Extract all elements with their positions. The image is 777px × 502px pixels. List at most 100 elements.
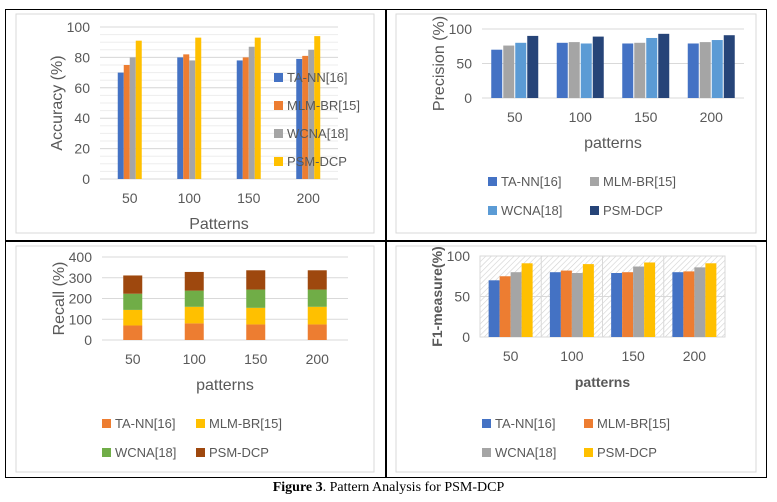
legend-item: WCNA[18]: [102, 445, 176, 460]
bar-wcna-18--100: [189, 60, 196, 179]
x-axis-title: Patterns: [189, 216, 249, 233]
legend-label: WCNA[18]: [287, 126, 348, 141]
legend-label: PSM-DCP: [603, 203, 663, 218]
bar-psm-dcp-50: [123, 275, 143, 294]
x-tick-label: 150: [244, 351, 268, 367]
legend-swatch: [488, 177, 497, 186]
x-tick-label: 150: [634, 109, 658, 125]
bar-wcna-18--150: [246, 289, 266, 308]
caption-text: . Pattern Analysis for PSM-DCP: [322, 480, 505, 495]
legend-item: MLM-BR[15]: [584, 416, 670, 431]
x-tick-label: 150: [621, 348, 645, 364]
bar-ta-nn-16--100: [177, 57, 184, 179]
chart-area-border: [395, 245, 757, 473]
x-tick-label: 100: [560, 348, 584, 364]
chart-area-border: [15, 245, 375, 473]
y-axis-title: Accuracy (%): [49, 55, 66, 150]
bar-ta-nn-16--50: [491, 49, 503, 98]
bar-wcna-18--50: [123, 293, 143, 310]
bar-wcna-18--100: [184, 290, 204, 307]
legend-label: MLM-BR[15]: [209, 416, 282, 431]
bar-wcna-18--150: [646, 37, 658, 98]
legend-label: TA-NN[16]: [501, 174, 561, 189]
bar-ta-nn-16--50: [123, 325, 143, 340]
bar-psm-dcp-200: [705, 263, 717, 337]
y-tick-label: 80: [74, 49, 90, 65]
legend-label: PSM-DCP: [287, 154, 347, 169]
x-tick-label: 50: [507, 109, 523, 125]
bar-wcna-18--200: [307, 289, 327, 307]
x-tick-label: 50: [122, 190, 138, 206]
figure-caption: Figure 3. Pattern Analysis for PSM-DCP: [0, 480, 777, 496]
bar-wcna-18--100: [571, 273, 583, 337]
bar-mlm-br-15--100: [184, 306, 204, 324]
legend-label: PSM-DCP: [209, 445, 269, 460]
bar-ta-nn-16--150: [611, 273, 623, 337]
y-tick-label: 100: [67, 19, 91, 35]
y-axis-title: Precision (%): [431, 16, 448, 111]
legend-item: TA-NN[16]: [488, 174, 561, 189]
x-tick-label: 200: [297, 190, 321, 206]
bar-ta-nn-16--200: [672, 272, 684, 337]
legend-label: MLM-BR[15]: [597, 416, 670, 431]
bar-mlm-br-15--150: [242, 57, 249, 179]
legend-swatch: [274, 157, 283, 166]
legend-swatch: [274, 101, 283, 110]
legend-swatch: [196, 419, 205, 428]
legend-swatch: [482, 419, 491, 428]
recall-chart-panel: 0 100 200 300 400 50 100 150 200 patterns Recall (…: [10, 244, 380, 476]
y-tick-label: 300: [69, 270, 93, 286]
bar-ta-nn-16--150: [246, 324, 266, 340]
legend-label: MLM-BR[15]: [603, 174, 676, 189]
bar-ta-nn-16--50: [117, 72, 124, 179]
bar-mlm-br-15--200: [683, 271, 695, 337]
bar-psm-dcp-100: [592, 36, 604, 98]
bar-psm-dcp-50: [527, 35, 539, 98]
bar-ta-nn-16--200: [296, 58, 303, 179]
x-tick-label: 200: [306, 351, 330, 367]
legend-label: PSM-DCP: [597, 445, 657, 460]
bar-wcna-18--50: [510, 272, 522, 337]
recall-chart: 0 100 200 300 400 50 100 150 200 patterns Recall (…: [15, 245, 375, 473]
bar-psm-dcp-100: [195, 37, 202, 179]
bar-wcna-18--50: [129, 57, 136, 179]
bar-ta-nn-16--50: [488, 280, 500, 337]
bar-wcna-18--200: [308, 49, 315, 179]
caption-label: Figure 3: [272, 480, 323, 495]
legend-item: WCNA[18]: [482, 445, 556, 460]
bar-ta-nn-16--200: [307, 324, 327, 340]
chart-area-border: [15, 13, 375, 234]
y-tick-label: 100: [447, 248, 471, 264]
bar-psm-dcp-200: [307, 270, 327, 290]
chart-area-border: [395, 13, 757, 234]
y-tick-label: 40: [74, 110, 90, 126]
accuracy-chart: 0 20 40 60 80 100 50 100 150 200 Patterns Accuracy …: [15, 13, 375, 234]
y-tick-label: 100: [449, 21, 473, 37]
legend-label: TA-NN[16]: [495, 416, 555, 431]
legend-swatch: [584, 419, 593, 428]
bar-psm-dcp-150: [644, 262, 656, 337]
bar-wcna-18--150: [633, 266, 645, 337]
accuracy-chart-panel: 0 20 40 60 80 100 50 100 150 200 Patterns Accuracy …: [10, 12, 380, 237]
legend-item: TA-NN[16]: [274, 70, 347, 85]
bar-mlm-br-15--100: [568, 42, 580, 98]
legend-label: TA-NN[16]: [115, 416, 175, 431]
legend-label: WCNA[18]: [115, 445, 176, 460]
legend-swatch: [482, 448, 491, 457]
x-tick-label: 200: [700, 109, 724, 125]
legend-swatch: [102, 419, 111, 428]
y-axis-title: Recall (%): [51, 262, 68, 336]
precision-chart-panel: 0 50 100 50 100 150 200 patterns Precision (%) TA…: [390, 12, 762, 237]
bar-mlm-br-15--150: [246, 307, 266, 325]
bar-ta-nn-16--150: [236, 60, 243, 179]
bar-wcna-18--200: [711, 40, 723, 98]
legend-label: TA-NN[16]: [287, 70, 347, 85]
legend-item: MLM-BR[15]: [274, 98, 360, 113]
bar-mlm-br-15--200: [307, 306, 327, 325]
bar-wcna-18--100: [580, 43, 592, 98]
legend-swatch: [102, 448, 111, 457]
bar-psm-dcp-50: [521, 263, 533, 337]
x-tick-label: 100: [183, 351, 207, 367]
x-tick-label: 50: [503, 348, 519, 364]
bar-wcna-18--50: [515, 42, 527, 98]
